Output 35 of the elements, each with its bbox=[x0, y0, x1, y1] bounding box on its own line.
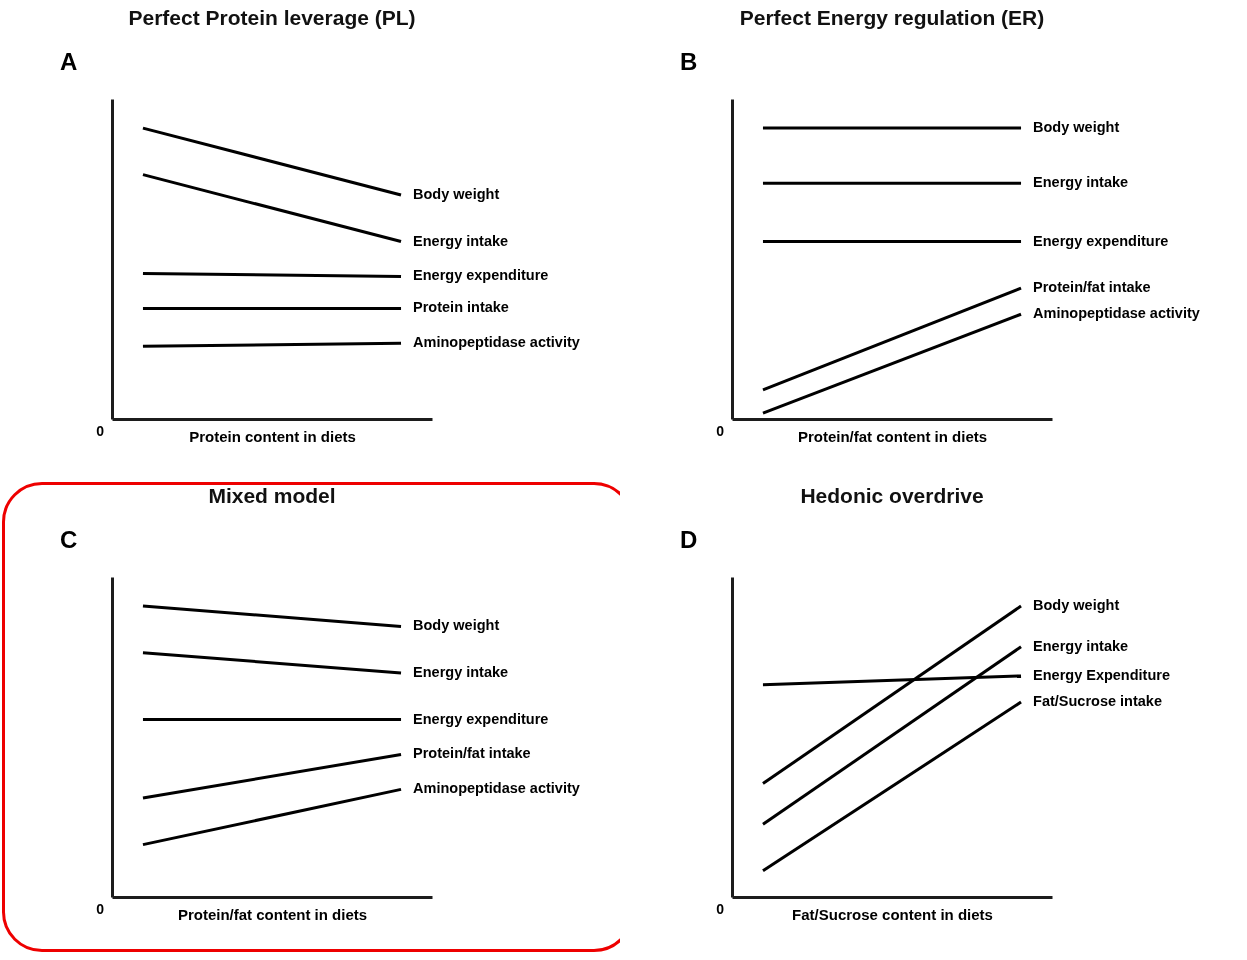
series-label: Body weight bbox=[413, 617, 500, 634]
chart-title: Mixed model bbox=[208, 484, 336, 507]
text: B bbox=[680, 48, 698, 75]
text: 0 bbox=[716, 901, 725, 917]
series-label: Energy expenditure bbox=[1033, 232, 1169, 249]
series-label: Energy expenditure bbox=[413, 267, 549, 284]
series-label: Body weight bbox=[1033, 119, 1120, 136]
text: D bbox=[680, 526, 698, 553]
series-label: Body weight bbox=[413, 186, 500, 202]
series-label: Fat/Sucrose intake bbox=[1033, 693, 1162, 710]
series-label: Aminopeptidase activity bbox=[1033, 305, 1200, 322]
text: A bbox=[60, 48, 78, 75]
text: 0 bbox=[716, 423, 725, 439]
series-label: Energy expenditure bbox=[413, 710, 549, 727]
text: C bbox=[60, 526, 78, 553]
series-label: Energy intake bbox=[413, 664, 509, 680]
text: 0 bbox=[96, 423, 105, 439]
x-axis-title: Protein content in diets bbox=[189, 427, 356, 445]
series-label: Protein intake bbox=[413, 299, 509, 316]
chart-title: Perfect Energy regulation (ER) bbox=[739, 6, 1045, 29]
chart-title: Perfect Protein leverage (PL) bbox=[128, 6, 416, 29]
x-axis-title: Protein/fat content in diets bbox=[177, 905, 368, 923]
series-label: Protein/fat intake bbox=[413, 745, 531, 762]
series-label: Protein/fat intake bbox=[1033, 279, 1151, 296]
text: 0 bbox=[96, 901, 105, 917]
x-axis-title: Fat/Sucrose content in diets bbox=[792, 905, 993, 923]
x-axis-title: Protein/fat content in diets bbox=[797, 427, 988, 445]
series-label: Aminopeptidase activity bbox=[413, 334, 580, 351]
series-label: Body weight bbox=[1033, 597, 1120, 614]
series-label: Aminopeptidase activity bbox=[413, 780, 580, 797]
series-label: Energy intake bbox=[1033, 637, 1129, 654]
series-label: Energy Expenditure bbox=[1033, 666, 1171, 683]
series-label: Energy intake bbox=[413, 232, 509, 249]
chart-title: Hedonic overdrive bbox=[800, 484, 984, 507]
series-label: Energy intake bbox=[1033, 174, 1129, 191]
